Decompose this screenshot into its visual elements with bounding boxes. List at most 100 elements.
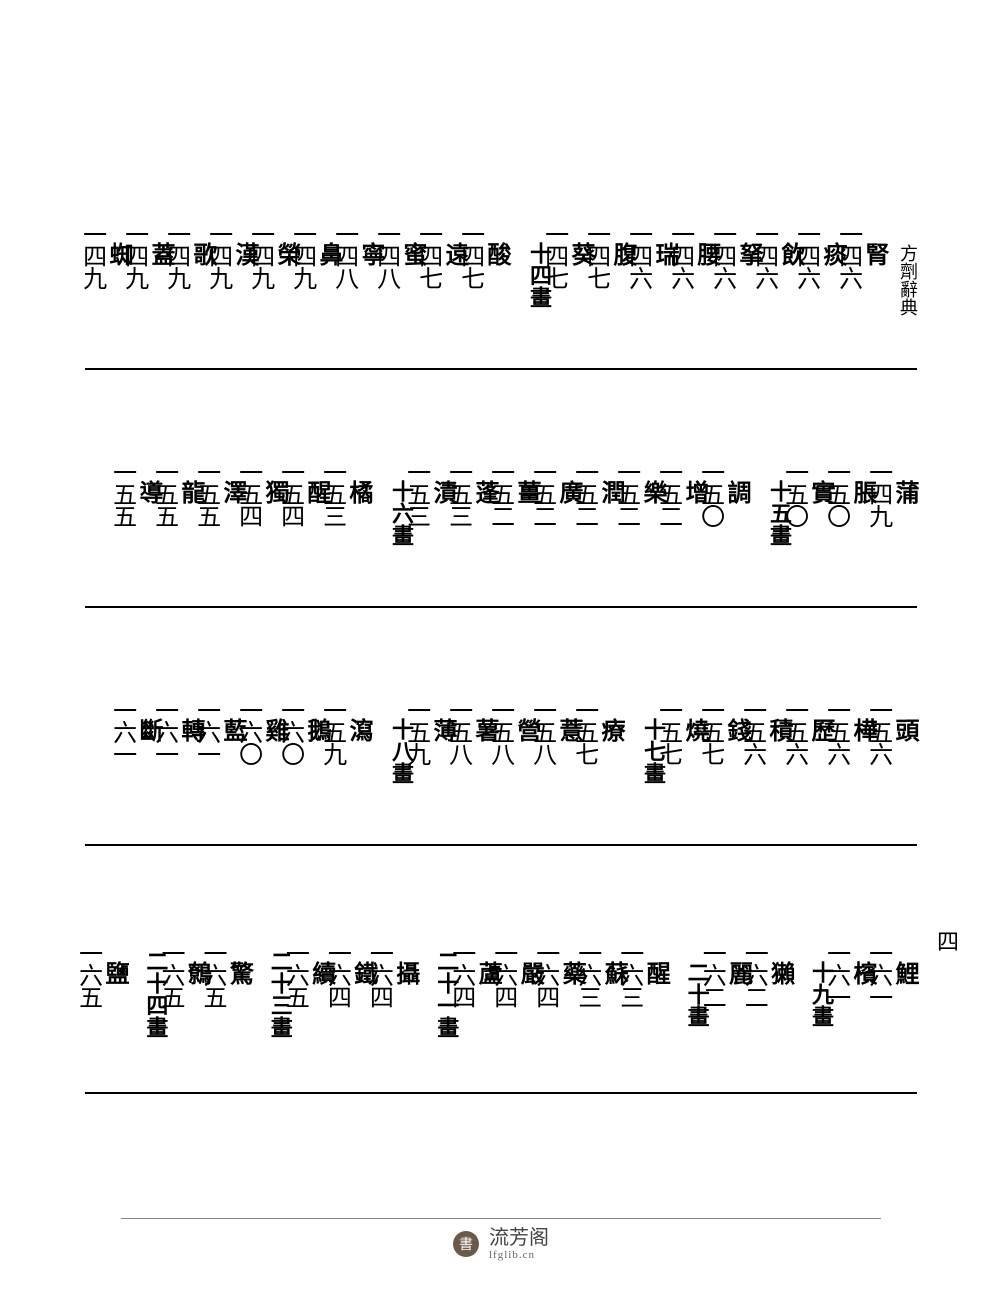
entry-page-number: 一六四 [323,941,349,1007]
entry-page-number: 一五〇 [696,460,722,526]
entry-page-number: 一五七 [696,698,722,764]
entry-character: 調 [723,480,749,504]
entry-page-number: 一六四 [365,941,391,1007]
entry-character: 醒 [642,961,668,985]
index-entry: 療一五七 [581,626,623,836]
entry-page-number: 一四八 [372,222,398,288]
index-row-2: 蒲一四九脹一五〇實一五〇十五畫調一五〇增一五二樂一五二潤一五二廣一五二薑一五二蓬… [85,388,917,608]
entry-character: 驚 [225,961,251,985]
entry-page-number: 一四九 [246,222,272,288]
entry-page-number: 一五六 [738,698,764,764]
entry-page-number: 一五八 [486,698,512,764]
entry-character: 攝 [391,961,417,985]
entry-page-number: 一四六 [834,222,860,288]
entry-page-number: 一五五 [150,460,176,526]
entry-page-number: 一六〇 [234,698,260,764]
entry-page-number: 一六一 [150,698,176,764]
entry-page-number: 一五九 [318,698,344,764]
entry-page-number: 一六四 [489,941,515,1007]
entry-page-number: 一五五 [108,460,134,526]
index-entry: 醒一六三 [626,864,668,1084]
entry-page-number: 一四六 [708,222,734,288]
index-entry: 蒲一四九 [875,388,917,598]
entry-page-number: 一五七 [570,698,596,764]
book-icon: 書 [453,1231,479,1257]
entry-page-number: 一六三 [573,941,599,1007]
entry-page-number: 一六二 [698,941,724,1007]
entry-page-number: 一五九 [402,698,428,764]
entry-page-number: 一五二 [486,460,512,526]
entry-character: 橘 [345,480,371,504]
index-entry: 腎一四六 [845,150,887,360]
entry-page-number: 一四九 [288,222,314,288]
page-footer: 書 流芳阁 lfglib.cn [0,1218,1002,1261]
entry-page-number: 一六二 [740,941,766,1007]
index-entry: 鯉一六一 [875,864,917,1084]
entry-page-number: 一四九 [204,222,230,288]
entry-page-number: 一五三 [402,460,428,526]
entry-page-number: 一四七 [414,222,440,288]
index-entry: 酸一四七 [467,150,509,360]
entry-page-number: 一六〇 [276,698,302,764]
entry-page-number: 一五二 [612,460,638,526]
entry-page-number: 一六五 [199,941,225,1007]
index-entry: 調一五〇 [707,388,749,598]
entry-page-number: 一六五 [157,941,183,1007]
entry-page-number: 一四七 [582,222,608,288]
entry-page-number: 一六四 [447,941,473,1007]
entry-page-number: 一五六 [864,698,890,764]
entry-page-number: 一五四 [276,460,302,526]
entry-page-number: 一五二 [654,460,680,526]
entry-page-number: 一五三 [318,460,344,526]
entry-page-number: 一六一 [108,698,134,764]
entry-page-number: 一五八 [528,698,554,764]
entry-page-number: 一四八 [330,222,356,288]
entry-character: 酸 [483,242,509,266]
entry-page-number: 一六五 [74,941,100,1007]
entry-page-number: 一五二 [528,460,554,526]
index-row-4: 鯉一六一檳一六一十九畫獺一六二麗一六二二十畫醒一六三蘇一六三藥一六四嚴一六四蘆一… [85,864,917,1094]
entry-page-number: 一四六 [792,222,818,288]
entry-character: 蒲 [891,480,917,504]
entry-page-number: 一四九 [78,222,104,288]
entry-character: 鯉 [891,961,917,985]
entry-page-number: 一五〇 [822,460,848,526]
side-page-number: 四 [930,930,962,952]
entry-page-number: 一六三 [615,941,641,1007]
footer-site-url: lfglib.cn [489,1249,535,1261]
entry-page-number: 一四九 [162,222,188,288]
entry-page-number: 一六五 [281,941,307,1007]
entry-character: 獺 [766,961,792,985]
entry-character: 腎 [861,242,887,266]
entry-page-number: 一五八 [444,698,470,764]
entry-page-number: 一五七 [654,698,680,764]
running-header: 方劑辭典 [887,150,917,360]
index-row-3: 頭一五六樺一五六歷一五六積一五六錢一五七燒一五七十七畫療一五七薏一五八營一五八薯… [85,626,917,846]
entry-page-number: 一五五 [192,460,218,526]
index-entry: 獺一六二 [751,864,793,1084]
entry-page-number: 一五二 [570,460,596,526]
index-entry: 驚一六五 [209,864,251,1084]
entry-character: 療 [597,718,623,742]
entry-page-number: 一四六 [666,222,692,288]
entry-page-number: 一四九 [864,460,890,526]
entry-page-number: 一六一 [822,941,848,1007]
entry-page-number: 一五六 [822,698,848,764]
footer-site-name: 流芳阁 [489,1227,549,1249]
entry-character: 瀉 [345,718,371,742]
index-entry: 橘一五三 [329,388,371,598]
page-content: 四 方劑辭典腎一四六痰一四六飲一四六拏一四六腰一四六瑞一四六腹一四七葵一四七十四… [85,150,917,1112]
entry-page-number: 一五三 [444,460,470,526]
index-entry: 瀉一五九 [329,626,371,836]
entry-page-number: 一六一 [864,941,890,1007]
entry-character: 鹽 [101,961,127,985]
entry-page-number: 一四六 [750,222,776,288]
entry-page-number: 一四六 [624,222,650,288]
index-entry: 頭一五六 [875,626,917,836]
index-entry: 鹽一六五 [85,864,127,1084]
entry-page-number: 一四七 [456,222,482,288]
footer-content: 書 流芳阁 lfglib.cn [453,1227,549,1261]
entry-page-number: 一四九 [120,222,146,288]
entry-character: 頭 [891,718,917,742]
footer-divider [121,1218,881,1219]
